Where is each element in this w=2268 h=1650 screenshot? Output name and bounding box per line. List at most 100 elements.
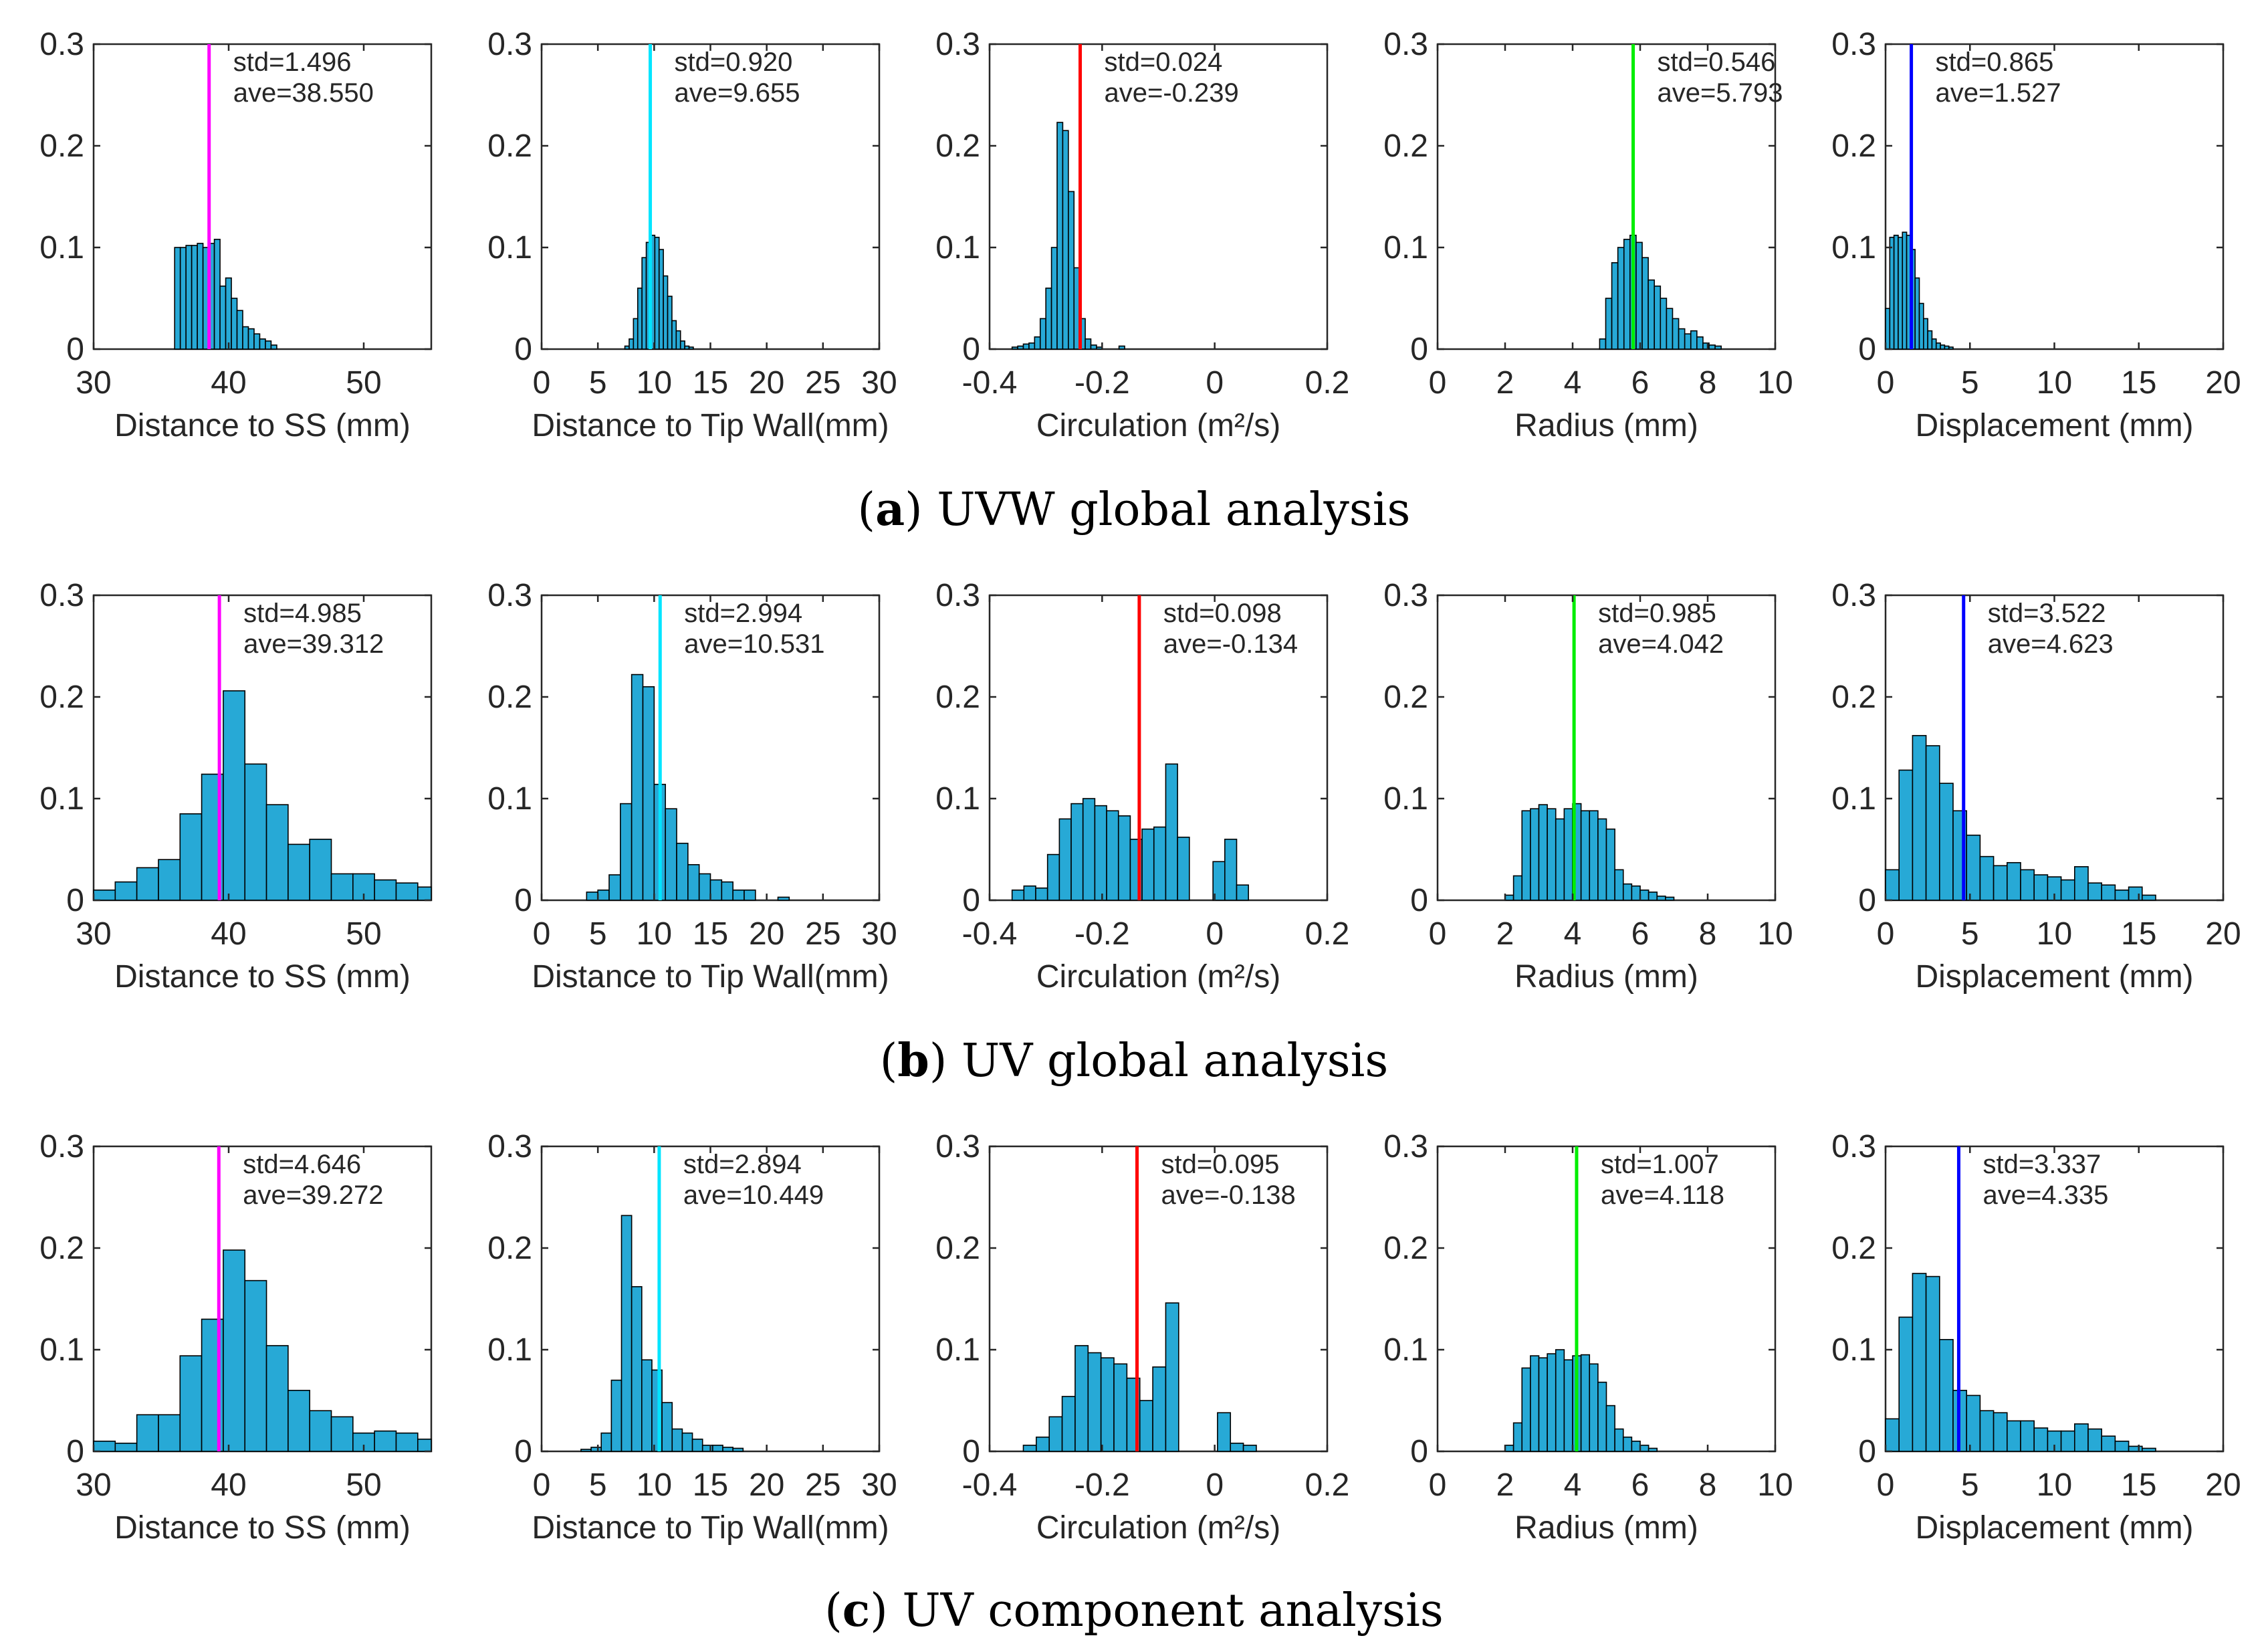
histogram-bar — [1068, 191, 1075, 350]
x-tick-label: 15 — [2121, 916, 2156, 952]
histogram-bar — [1521, 1367, 1531, 1452]
x-tick-label: 8 — [1699, 916, 1717, 952]
histogram-bar — [2101, 884, 2116, 901]
y-tick-label: 0.3 — [935, 27, 980, 62]
histogram-bar — [1074, 1345, 1089, 1452]
histogram-bar — [1925, 1275, 1940, 1452]
histogram-bar — [631, 1285, 643, 1452]
x-axis-label: Displacement (mm) — [1915, 1510, 2193, 1546]
histogram-bar — [1062, 130, 1069, 350]
histogram-bar — [1555, 1349, 1565, 1452]
std-annotation: std=0.098 — [1163, 599, 1282, 628]
histogram-bar — [1714, 345, 1722, 350]
histogram-bar — [1635, 241, 1643, 350]
y-tick-label: 0.1 — [39, 1332, 84, 1368]
histogram-bar — [1039, 318, 1046, 350]
ave-annotation: ave=4.335 — [1982, 1180, 2108, 1210]
histogram-bar — [1885, 1418, 1900, 1452]
histogram-bar — [1011, 346, 1018, 350]
x-tick-label: 0 — [1877, 1467, 1895, 1503]
x-axis-label: Circulation (m²/s) — [1036, 408, 1280, 443]
histogram-bar — [2114, 1441, 2130, 1452]
histogram-bar — [253, 333, 261, 350]
x-axis-label: Radius (mm) — [1514, 408, 1698, 443]
histogram-bar — [691, 1438, 703, 1452]
histogram-bar — [1622, 1436, 1633, 1452]
histogram-bar — [681, 1432, 693, 1452]
histogram-panel-b3: -0.4 -0.2 0 0.2 0 0.1 0.2 0.3 Circulation (m²/s)… — [935, 578, 1349, 995]
histogram-bar — [597, 890, 610, 901]
x-tick-label: 6 — [1631, 365, 1650, 401]
x-tick-label: 15 — [2121, 1467, 2156, 1503]
histogram-panel-c3: -0.4 -0.2 0 0.2 0 0.1 0.2 0.3 Circulation (m²/s)… — [935, 1129, 1349, 1546]
histogram-bar — [675, 330, 681, 350]
histogram-bar — [1118, 345, 1125, 350]
histogram-bar — [1521, 810, 1531, 901]
x-tick-label: 0 — [533, 916, 551, 952]
histogram-bar — [1914, 277, 1920, 350]
x-tick-label: 5 — [589, 916, 607, 952]
histogram-bar — [1979, 855, 1995, 901]
x-tick-label: 15 — [693, 365, 728, 401]
histogram-bar — [1011, 890, 1025, 901]
x-tick-label: 2 — [1496, 916, 1514, 952]
x-tick-label: 10 — [637, 365, 672, 401]
histogram-bar — [586, 892, 598, 901]
y-tick-label: 0.2 — [39, 1231, 84, 1266]
histogram-bar — [309, 839, 332, 901]
y-tick-label: 0.1 — [1831, 230, 1876, 266]
y-tick-label: 0.2 — [935, 1231, 980, 1266]
histogram-bar — [1898, 1316, 1914, 1452]
histogram-bar — [1912, 1273, 1927, 1452]
histogram-bar — [1034, 336, 1041, 350]
histogram-bar — [1614, 1428, 1624, 1452]
histogram-bar — [1617, 247, 1625, 350]
histogram-bar — [309, 1410, 332, 1452]
histogram-bar — [185, 245, 193, 350]
histogram-bar — [2074, 866, 2089, 901]
histogram-bar — [244, 763, 267, 901]
histogram-bar — [1648, 1447, 1658, 1452]
histogram-bar — [2142, 1447, 2156, 1452]
y-tick-label: 0 — [514, 883, 532, 918]
std-annotation: std=0.865 — [1936, 47, 2054, 77]
y-tick-label: 0.3 — [1831, 578, 1876, 613]
x-axis-label: Distance to SS (mm) — [114, 1510, 411, 1546]
x-tick-label: 0 — [1429, 916, 1447, 952]
histogram-bar — [1654, 285, 1662, 350]
histogram-bar — [1966, 1395, 1981, 1452]
histogram-bar — [1563, 1359, 1573, 1452]
histogram-bar — [709, 879, 723, 901]
histogram-bar — [1082, 798, 1096, 901]
histogram-bar — [1605, 298, 1613, 350]
histogram-bar — [600, 1432, 612, 1452]
y-tick-label: 0.3 — [487, 578, 532, 613]
histogram-bar — [1902, 231, 1908, 350]
histogram-bar — [633, 318, 639, 350]
y-tick-label: 0 — [514, 332, 532, 367]
histogram-bar — [225, 277, 232, 350]
y-tick-label: 0.2 — [487, 680, 532, 715]
y-tick-label: 0 — [66, 883, 84, 918]
histogram-bar — [1665, 896, 1675, 901]
y-tick-label: 0.1 — [487, 781, 532, 817]
y-tick-label: 0.3 — [935, 1129, 980, 1164]
histogram-panel-a4: 0 2 4 6 8 10 0 0.1 0.2 0.3 Radius (mm) std=0.546ave… — [1383, 27, 1793, 443]
histogram-bar — [1096, 346, 1103, 350]
y-tick-label: 0.3 — [487, 1129, 532, 1164]
histogram-bar — [1622, 883, 1633, 901]
x-tick-label: 20 — [749, 1467, 784, 1503]
histogram-bar — [620, 803, 633, 901]
histogram-bar — [2128, 1445, 2143, 1452]
histogram-bar — [395, 882, 419, 901]
histogram-bar — [288, 843, 311, 901]
histogram-bar — [1948, 346, 1954, 350]
y-tick-label: 0.2 — [1383, 680, 1428, 715]
x-axis-label: Distance to SS (mm) — [114, 408, 411, 443]
histogram-panel-c5: 0 5 10 15 20 0 0.1 0.2 0.3 Displacement (mm) std=3… — [1831, 1129, 2241, 1546]
x-tick-label: 10 — [637, 1467, 672, 1503]
y-tick-label: 0 — [1410, 1434, 1428, 1469]
histogram-bar — [1023, 885, 1036, 901]
y-tick-label: 0.2 — [1831, 680, 1876, 715]
